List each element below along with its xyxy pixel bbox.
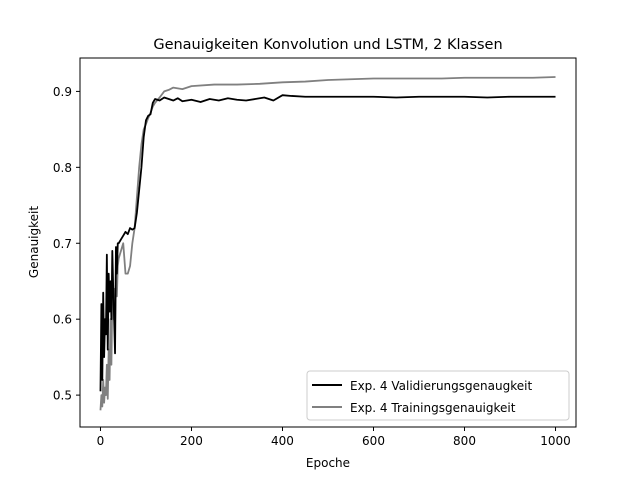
x-tick-label: 0 (97, 434, 105, 448)
y-axis-label: Genauigkeit (27, 206, 41, 278)
x-tick-label: 400 (271, 434, 294, 448)
y-axis: 0.5 0.6 0.7 0.8 0.9 (53, 85, 80, 403)
y-tick-label: 0.9 (53, 85, 72, 99)
legend: Exp. 4 Validierungsgenaugkeit Exp. 4 Tra… (306, 370, 570, 421)
chart-title: Genauigkeiten Konvolution und LSTM, 2 Kl… (153, 37, 502, 53)
series-layer (99, 76, 556, 411)
x-tick-label: 200 (180, 434, 203, 448)
legend-label-validation: Exp. 4 Validierungsgenaugkeit (350, 379, 532, 393)
y-tick-label: 0.8 (53, 161, 72, 175)
y-tick-label: 0.5 (53, 389, 72, 403)
series-line-validation (99, 94, 556, 392)
y-tick-label: 0.7 (53, 237, 72, 251)
legend-label-training: Exp. 4 Trainingsgenauigkeit (350, 401, 516, 415)
x-tick-label: 1000 (540, 434, 571, 448)
x-tick-label: 800 (453, 434, 476, 448)
plot-area (99, 76, 556, 411)
x-axis: 0 200 400 600 800 1000 (97, 427, 571, 448)
x-axis-label: Epoche (306, 456, 350, 470)
series-line-training (99, 76, 556, 411)
y-tick-label: 0.6 (53, 313, 72, 327)
legend-box (306, 370, 570, 421)
axes-frame (79, 57, 577, 428)
x-tick-label: 600 (362, 434, 385, 448)
